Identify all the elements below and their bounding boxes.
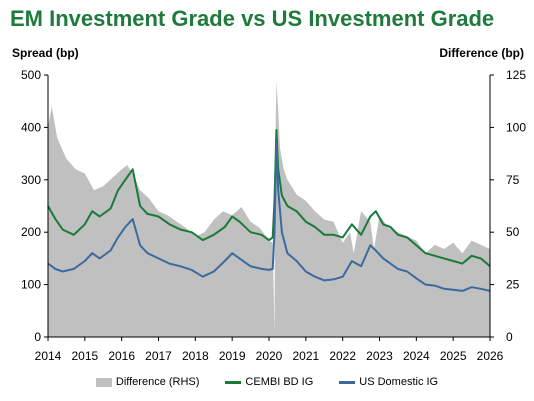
- right-axis-title: Difference (bp): [439, 46, 524, 60]
- chart-legend: Difference (RHS) CEMBI BD IG US Domestic…: [0, 376, 534, 388]
- x-tick-label: 2025: [440, 349, 467, 363]
- x-tick-label: 2014: [35, 349, 62, 363]
- x-tick-label: 2023: [366, 349, 393, 363]
- x-tick-label: 2026: [477, 349, 504, 363]
- left-tick-label: 100: [21, 278, 41, 292]
- series-us-line: [47, 142, 491, 292]
- left-tick-label: 400: [21, 120, 41, 134]
- legend-item-us: US Domestic IG: [339, 376, 438, 388]
- left-tick-label: 0: [34, 330, 41, 344]
- x-tick-label: 2021: [292, 349, 319, 363]
- right-tick-label: 100: [506, 120, 526, 134]
- chart-title: EM Investment Grade vs US Investment Gra…: [10, 6, 495, 31]
- right-tick-label: 75: [506, 173, 520, 187]
- left-tick-label: 300: [21, 173, 41, 187]
- left-tick-label: 200: [21, 225, 41, 239]
- legend-swatch-cembi: [225, 380, 242, 384]
- series-difference-area: [48, 81, 490, 337]
- legend-item-difference: Difference (RHS): [95, 376, 200, 388]
- x-tick-label: 2015: [71, 349, 98, 363]
- legend-item-cembi: CEMBI BD IG: [225, 376, 313, 388]
- legend-swatch-us: [339, 380, 356, 384]
- left-tick-label: 500: [21, 68, 41, 82]
- right-tick-label: 125: [506, 68, 526, 82]
- x-tick-label: 2017: [145, 349, 172, 363]
- right-tick-label: 25: [506, 278, 520, 292]
- legend-label-cembi: CEMBI BD IG: [245, 376, 314, 388]
- x-tick-label: 2018: [182, 349, 209, 363]
- x-tick-label: 2019: [219, 349, 246, 363]
- difference-area-layer: [48, 81, 490, 337]
- x-tick-label: 2016: [108, 349, 135, 363]
- left-axis-title: Spread (bp): [12, 46, 79, 60]
- right-tick-label: 50: [506, 225, 520, 239]
- spread-lines-layer: [47, 129, 491, 292]
- chart-plot: 0 100 200 300 400 500 0 25 50 75 100 125 2014 2015 201…: [21, 68, 526, 363]
- right-tick-label: 0: [506, 330, 513, 344]
- legend-label-difference: Difference (RHS): [115, 376, 200, 388]
- x-tick-label: 2024: [403, 349, 430, 363]
- x-tick-label: 2022: [329, 349, 356, 363]
- axes-layer: 0 100 200 300 400 500 0 25 50 75 100 125 2014 2015 201…: [21, 68, 526, 363]
- legend-label-us: US Domestic IG: [359, 376, 439, 388]
- x-tick-label: 2020: [256, 349, 283, 363]
- legend-swatch-difference: [95, 377, 112, 387]
